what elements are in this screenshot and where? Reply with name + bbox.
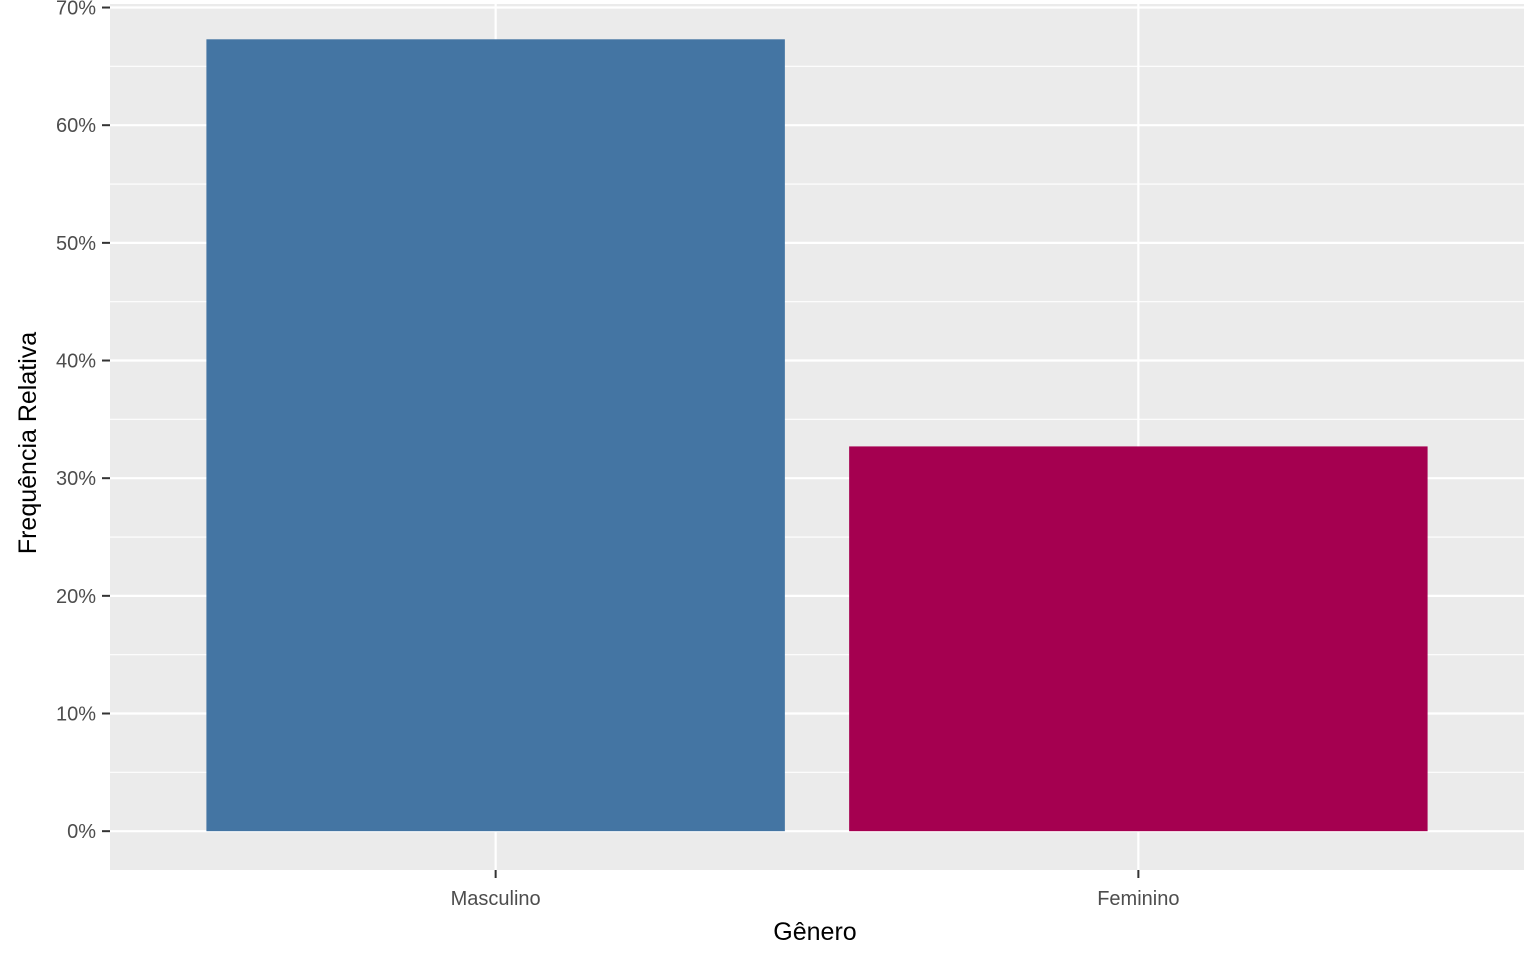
- bars: [206, 39, 1428, 832]
- y-tick-label: 0%: [67, 821, 96, 843]
- y-tick-label: 40%: [56, 351, 96, 373]
- x-axis: Masculino Feminino: [451, 870, 1179, 910]
- y-tick-label: 20%: [56, 586, 96, 608]
- bar-masculino: [206, 39, 785, 832]
- y-tick-label: 10%: [56, 704, 96, 726]
- y-tick-label: 30%: [56, 468, 96, 490]
- x-tick-label: Masculino: [451, 888, 541, 910]
- y-tick-label: 50%: [56, 233, 96, 255]
- y-axis: 0% 10% 20% 30% 40% 50% 60% 70%: [56, 0, 110, 843]
- y-tick-label: 70%: [56, 0, 96, 20]
- y-tick-label: 60%: [56, 115, 96, 137]
- x-tick-label: Feminino: [1097, 888, 1179, 910]
- bar-feminino: [849, 446, 1428, 832]
- x-axis-title: Gênero: [773, 918, 856, 946]
- y-axis-title: Frequência Relativa: [14, 332, 42, 554]
